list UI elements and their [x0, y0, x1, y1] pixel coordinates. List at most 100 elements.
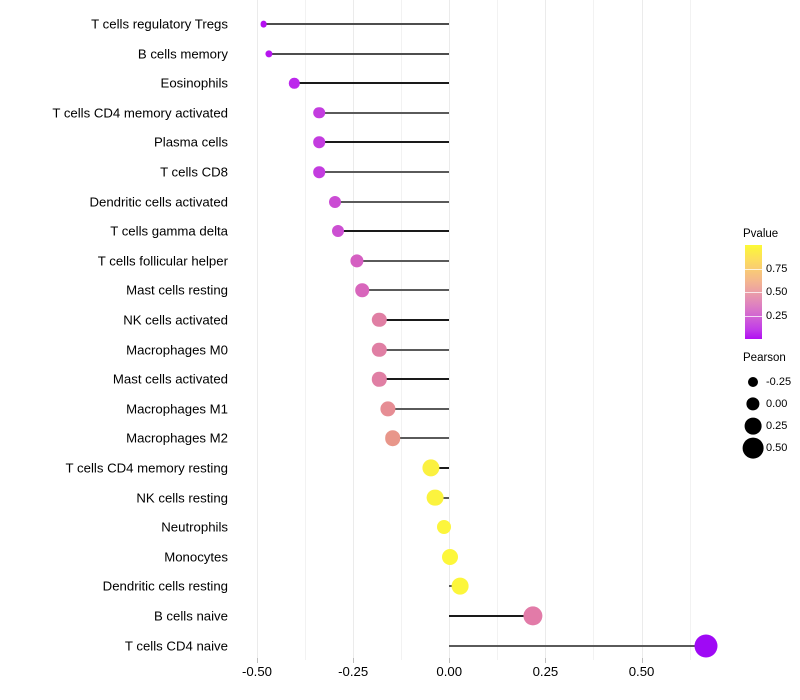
x-axis-tick-mark [641, 658, 643, 663]
gridline-minor [689, 0, 691, 660]
y-axis-label: Mast cells resting [126, 282, 228, 298]
y-axis-label: Dendritic cells resting [102, 578, 228, 594]
gridline-minor [593, 0, 595, 660]
data-point[interactable] [442, 548, 459, 565]
y-axis-label: Macrophages M0 [126, 341, 228, 357]
lollipop-segment [263, 23, 450, 25]
lollipop-segment [356, 259, 450, 262]
data-point[interactable] [260, 20, 267, 28]
x-axis-tick-label: 0.25 [532, 664, 559, 679]
data-point[interactable] [355, 283, 370, 298]
lollipop-segment [319, 141, 450, 144]
data-point[interactable] [372, 312, 387, 328]
x-axis-tick-label: -0.50 [241, 664, 273, 679]
lollipop-segment [362, 289, 450, 292]
y-axis-label: Macrophages M2 [126, 430, 228, 446]
color-legend-title: Pvalue [743, 228, 779, 240]
data-point[interactable] [289, 77, 300, 89]
y-axis-label: Dendritic cells activated [89, 193, 228, 209]
size-legend-dot [744, 417, 762, 435]
data-point[interactable] [422, 459, 440, 477]
y-axis-label: T cells CD4 memory activated [52, 105, 228, 121]
y-axis-label: T cells follicular helper [97, 253, 228, 269]
y-axis-label: NK cells resting [136, 489, 228, 505]
size-legend-item: 0.25 [735, 416, 800, 436]
lollipop-segment [379, 378, 450, 381]
size-legend-item: 0.00 [735, 394, 800, 414]
size-legend-item: -0.25 [735, 372, 800, 392]
y-axis-label: Plasma cells [153, 134, 228, 150]
data-point[interactable] [426, 489, 444, 506]
data-point[interactable] [436, 520, 451, 535]
size-legend-label: -0.25 [766, 376, 792, 388]
x-axis-tick-label: 0.00 [436, 664, 463, 679]
data-point[interactable] [380, 401, 396, 417]
gridline-major [353, 0, 355, 660]
data-point[interactable] [451, 577, 469, 595]
colorbar-tick [745, 315, 762, 317]
lollipop-segment [392, 437, 450, 440]
lollipop-segment [268, 52, 450, 55]
size-legend-dot [746, 397, 760, 411]
y-axis-label: Mast cells activated [112, 371, 228, 387]
size-legend-label: 0.25 [766, 420, 788, 432]
lollipop-segment [379, 348, 450, 351]
size-legend-label: 0.50 [766, 442, 788, 454]
y-axis-label: T cells CD8 [160, 164, 228, 180]
lollipop-segment [449, 644, 706, 647]
gridline-minor [497, 0, 499, 660]
lollipop-segment [335, 200, 450, 203]
data-point[interactable] [313, 107, 326, 119]
x-axis-tick-mark [545, 658, 547, 663]
x-axis-tick-label: 0.50 [628, 664, 655, 679]
data-point[interactable] [350, 254, 364, 268]
data-point[interactable] [264, 50, 273, 58]
lollipop-segment [319, 111, 450, 114]
gridline-major [256, 0, 258, 660]
lollipop-segment [338, 230, 450, 233]
y-axis-label: Monocytes [164, 549, 228, 565]
data-point[interactable] [372, 342, 387, 357]
gridline-minor [305, 0, 307, 660]
y-axis-label: B cells memory [137, 45, 228, 61]
legend-area: Pvalue 0.75 0.50 0.25 Pearson -0.25 0.00 0.2… [735, 0, 800, 700]
lollipop-segment [294, 82, 450, 85]
y-axis-label: Eosinophils [160, 75, 228, 91]
size-legend-dot [748, 377, 758, 387]
data-point[interactable] [694, 634, 718, 658]
gridline-minor [401, 0, 403, 660]
colorbar-tick [745, 268, 762, 270]
y-axis-label: T cells gamma delta [110, 223, 228, 239]
plot-panel [232, 0, 730, 660]
data-point[interactable] [523, 606, 543, 626]
x-axis-tick-mark [449, 658, 451, 663]
gridline-major [449, 0, 451, 660]
colorbar-tick-label: 0.50 [766, 286, 788, 298]
lollipop-segment [388, 407, 450, 410]
x-axis-tick-mark [256, 658, 258, 663]
lollipop-segment [449, 615, 534, 617]
size-legend-title: Pearson [743, 352, 786, 364]
gridline-major [545, 0, 547, 660]
y-axis-label: T cells CD4 memory resting [65, 460, 228, 476]
data-point[interactable] [384, 430, 401, 447]
x-axis-tick-mark [353, 658, 355, 663]
lollipop-segment [431, 467, 450, 469]
data-point[interactable] [372, 371, 387, 387]
lollipop-segment [379, 319, 450, 321]
data-point[interactable] [313, 136, 326, 149]
size-legend-dot [742, 437, 764, 459]
data-point[interactable] [313, 166, 326, 178]
data-point[interactable] [332, 225, 345, 238]
size-legend-item: 0.50 [735, 437, 800, 459]
colorbar-tick [745, 292, 762, 293]
y-axis-label: T cells regulatory Tregs [91, 16, 228, 32]
y-axis-label: NK cells activated [123, 312, 228, 328]
colorbar-tick-label: 0.25 [766, 309, 788, 322]
gridline-major [641, 0, 643, 660]
y-axis-category-labels: T cells regulatory Tregs B cells memory Eo… [0, 0, 228, 700]
data-point[interactable] [329, 195, 342, 208]
colorbar-tick-label: 0.75 [766, 262, 788, 275]
y-axis-label: T cells CD4 naive [124, 637, 228, 653]
